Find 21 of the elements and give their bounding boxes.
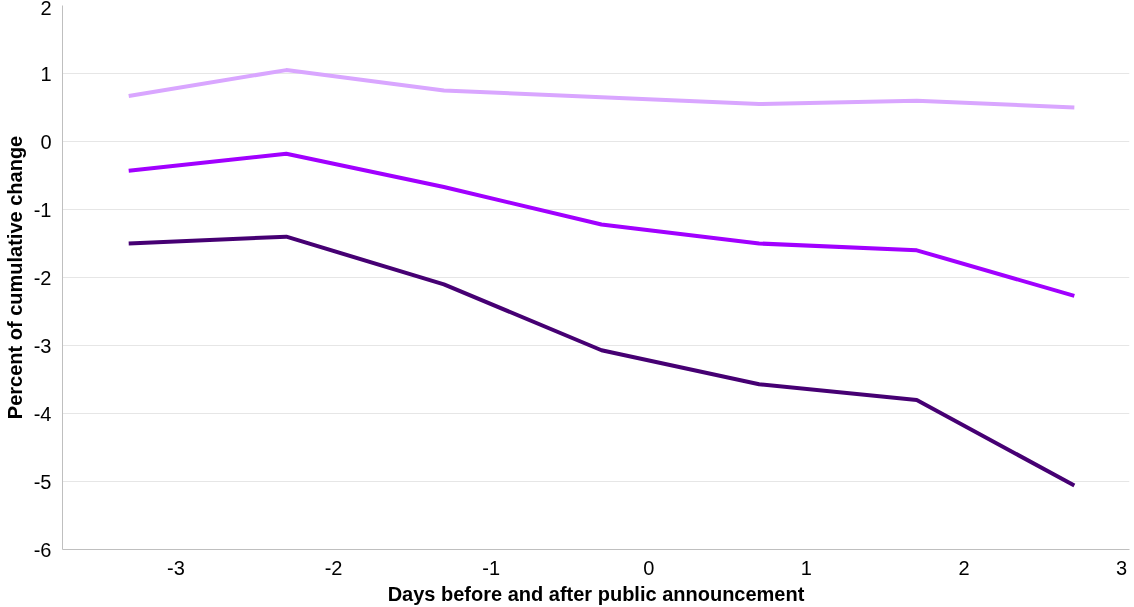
y-tick-label: -3 [33, 334, 52, 357]
x-tick-label: 2 [958, 556, 970, 579]
y-tick-label: 0 [40, 130, 52, 153]
line-series [126, 234, 1077, 488]
y-tick-label: 2 [40, 0, 52, 19]
x-tick-label: -1 [482, 556, 501, 579]
y-tick-label: -1 [33, 198, 52, 221]
y-tick-label: -2 [33, 266, 52, 289]
x-axis-title: Days before and after public announcement [387, 582, 805, 605]
y-tick-label: -6 [33, 538, 52, 561]
line-series [126, 151, 1077, 298]
y-axis-title: Percent of cumulative change [3, 135, 26, 420]
x-tick-label: -2 [324, 556, 343, 579]
y-tick-label: 1 [40, 62, 52, 85]
y-tick-label: -4 [33, 402, 52, 425]
x-tick-label: -3 [167, 556, 185, 579]
x-tick-label: 3 [1116, 556, 1128, 579]
x-tick-label: 0 [643, 556, 655, 579]
x-tick-label: 1 [800, 556, 812, 579]
line-series [126, 68, 1077, 110]
y-tick-label: -5 [33, 470, 52, 493]
